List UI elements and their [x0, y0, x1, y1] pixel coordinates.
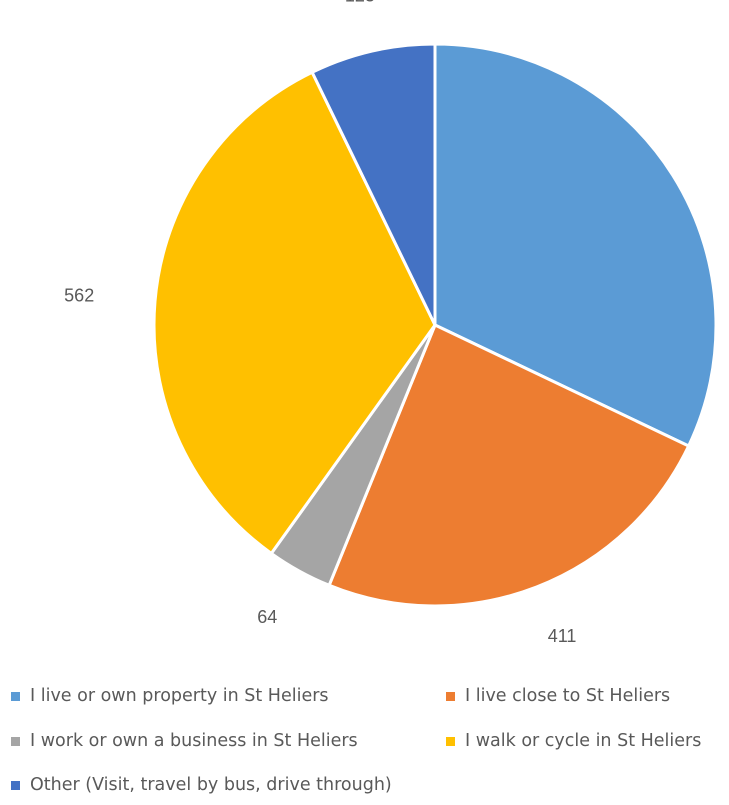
- legend-label-2: I live close to St Heliers: [465, 686, 671, 706]
- pie-chart: 54841164562123: [64, 0, 718, 646]
- legend-label-4: I walk or cycle in St Heliers: [465, 731, 702, 751]
- legend-label-5: Other (Visit, travel by bus, drive throu…: [30, 775, 392, 795]
- legend-swatch-3: [11, 736, 20, 746]
- pie-slice-1: [433, 42, 718, 448]
- legend-label-1: I live or own property in St Heliers: [30, 686, 329, 706]
- pie-slice-4: [152, 70, 437, 555]
- legend-item-5: Other (Visit, travel by bus, drive throu…: [11, 775, 392, 795]
- legend-item-1: I live or own property in St Heliers: [11, 686, 329, 706]
- pie-slice-5: [310, 42, 437, 327]
- pie-data-label-4: 562: [64, 285, 94, 305]
- legend-swatch-1: [11, 691, 20, 701]
- legend-item-3: I work or own a business in St Heliers: [11, 731, 358, 751]
- legend-swatch-4: [446, 736, 455, 746]
- pie-slices: [152, 42, 718, 608]
- chart-legend: I live or own property in St Heliers I li…: [0, 682, 729, 805]
- pie-data-label-3: 64: [257, 607, 277, 627]
- legend-item-4: I walk or cycle in St Heliers: [446, 731, 701, 751]
- pie-slice-2: [327, 323, 691, 608]
- pie-data-labels: 54841164562123: [64, 0, 577, 646]
- legend-item-2: I live close to St Heliers: [446, 686, 670, 706]
- legend-swatch-5: [11, 780, 20, 790]
- legend-swatch-2: [446, 691, 455, 701]
- pie-data-label-2: 411: [548, 626, 577, 646]
- pie-data-label-5: 123: [345, 0, 375, 5]
- legend-label-3: I work or own a business in St Heliers: [30, 731, 358, 751]
